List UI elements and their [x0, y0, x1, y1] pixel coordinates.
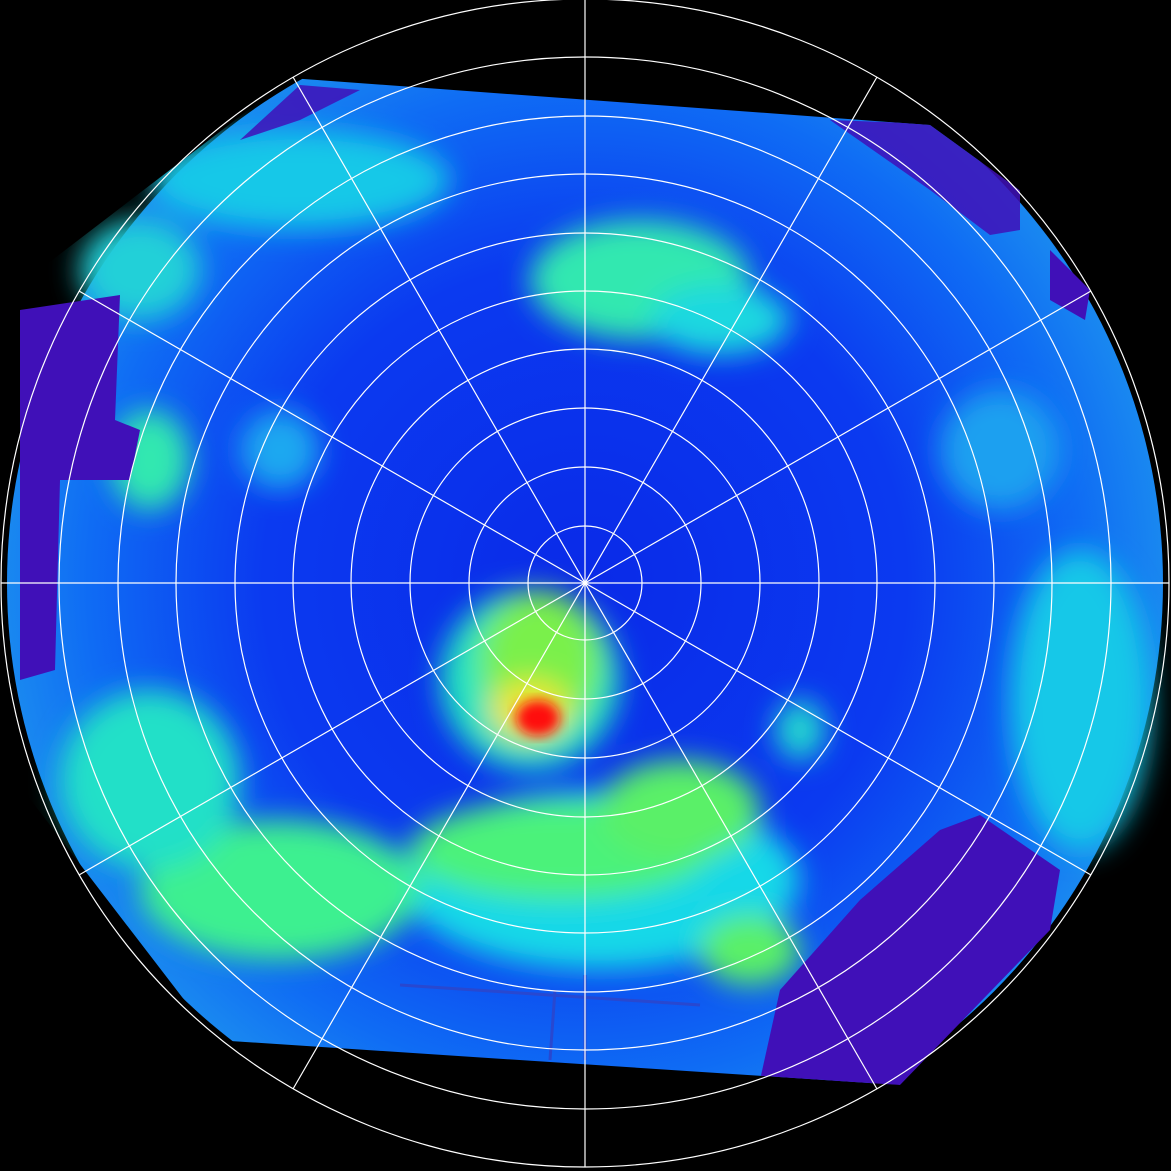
clouds — [60, 130, 1150, 985]
sun-spot — [516, 700, 560, 736]
